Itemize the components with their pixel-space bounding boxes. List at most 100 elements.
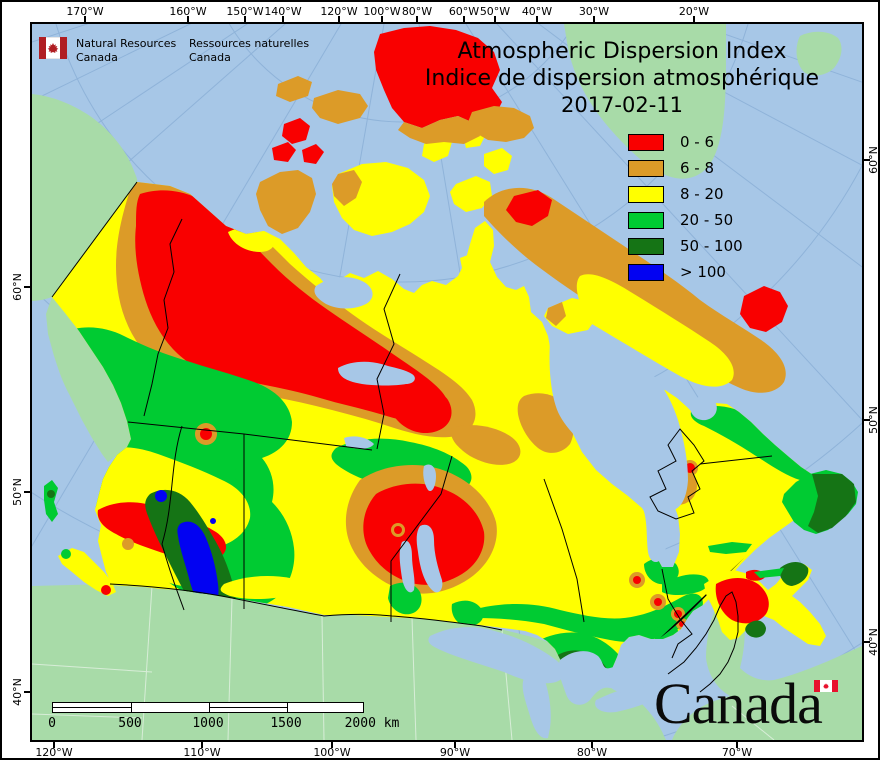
greenland-landmass [564, 24, 726, 179]
top-axis-tick [84, 16, 86, 22]
banks-island [256, 170, 316, 234]
newfoundland-east [808, 474, 856, 533]
bottom-axis-tick [201, 742, 203, 748]
top-axis-label: 20°W [678, 5, 710, 18]
adi-yellow-okanagan [220, 576, 298, 599]
king-william-island [460, 252, 484, 270]
scale-label: 1500 [270, 716, 302, 731]
baffin-island [484, 187, 786, 393]
lake-superior [428, 627, 565, 684]
scale-bar [52, 702, 364, 713]
top-axis-tick [593, 16, 595, 22]
vancouver-island-green [61, 549, 71, 559]
bottom-axis-label: 90°W [439, 746, 471, 759]
alaska-islands [53, 342, 92, 415]
usa-state-borders [32, 585, 775, 740]
map-title-en: Atmospheric Dispersion Index [457, 39, 787, 64]
wordmark-text: Canada [654, 671, 823, 736]
legend-swatch [628, 160, 664, 177]
somerset-island [484, 148, 512, 174]
map-title-fr: Indice de dispersion atmosphérique [424, 66, 820, 91]
wordmark-flag-icon [814, 680, 838, 692]
nwt-nunavut-border [376, 273, 401, 450]
legend-label: 8 - 20 [680, 185, 724, 203]
adi-orange-fleck [122, 538, 134, 550]
adi-red-dot-qc [654, 598, 662, 606]
nova-scotia-dark [745, 620, 766, 638]
top-axis-label: 30°W [578, 5, 610, 18]
bc-alberta-border [161, 425, 185, 611]
lake-erie [595, 681, 666, 713]
victoria-island-west [332, 170, 362, 206]
bottom-axis-tick [331, 742, 333, 748]
canada-wordmark: Canada [654, 671, 862, 740]
ellesmere-island-red [374, 26, 502, 128]
left-axis-tick [24, 691, 30, 693]
reindeer-lake [423, 464, 436, 492]
new-brunswick-red [715, 578, 769, 624]
bottom-axis-tick [736, 742, 738, 748]
quebec-labrador-border-east [699, 455, 773, 465]
top-axis-tick [187, 16, 189, 22]
lake-ontario [606, 670, 647, 694]
right-axis-tick [864, 641, 870, 643]
canada-flag-icon [39, 37, 67, 59]
alaska-yukon-border [51, 181, 138, 298]
bottom-axis-tick [454, 742, 456, 748]
map-title-block: Atmospheric Dispersion Index Indice de d… [362, 38, 862, 119]
adi-green-labrador-coast [690, 405, 813, 481]
top-axis-tick [693, 16, 695, 22]
great-slave-lake [338, 361, 415, 386]
legend-label: > 100 [680, 263, 726, 281]
atlantic-islands [704, 470, 858, 646]
adi-yellow-tuk-coast [228, 227, 275, 252]
lake-michigan [522, 673, 551, 739]
map-frame: Atmospheric Dispersion Index Indice de d… [30, 22, 864, 742]
scale-label: 1000 [192, 716, 224, 731]
top-axis-label: 60°W [448, 5, 480, 18]
foreign-land [32, 24, 862, 740]
island-northeast [796, 31, 842, 76]
legend-swatch [628, 238, 664, 255]
top-axis-tick [282, 16, 284, 22]
top-axis-label: 80°W [401, 5, 433, 18]
right-axis-tick [864, 159, 870, 161]
bottom-axis-label: 70°W [721, 746, 753, 759]
adi-blue-dot [210, 518, 216, 524]
red-island-nw [302, 144, 324, 164]
baffin-red-east [740, 286, 788, 332]
top-axis-tick [536, 16, 538, 22]
great-bear-lake [314, 277, 373, 309]
bottom-axis-label: 120°W [35, 746, 73, 759]
alaska-landmass [32, 94, 138, 301]
prince-patrick-island [276, 76, 312, 102]
adi-green-dot [262, 522, 282, 542]
adi-green-nw-ontario [451, 600, 484, 626]
top-axis-tick [416, 16, 418, 22]
lake-huron [558, 651, 634, 705]
scale-bar-labels: 0 500 1000 1500 2000 km [32, 716, 452, 732]
top-axis-label: 100°W [363, 5, 401, 18]
map-date: 2017-02-11 [560, 93, 684, 117]
prince-edward-island [754, 568, 784, 578]
nrcan-logo: Natural Resources Canada Ressources natur… [39, 37, 339, 71]
bottom-axis-label: 100°W [313, 746, 351, 759]
manitoba-ontario-border [543, 478, 585, 623]
lake-winnipegosis [399, 540, 415, 593]
alaska-panhandle [46, 297, 132, 462]
lake-athabasca [344, 436, 374, 449]
red-island-nw [272, 142, 296, 162]
anticosti-island [708, 542, 752, 554]
cape-breton-dark [779, 562, 809, 586]
adi-blue-dot [155, 490, 167, 502]
ungava-bay [690, 395, 717, 421]
top-axis-tick [381, 16, 383, 22]
left-axis-label: 60°N [11, 273, 24, 301]
adi-red-east-great-slave [389, 385, 452, 434]
top-axis-label: 40°W [521, 5, 553, 18]
adi-red-dot-qc [633, 576, 641, 584]
usa-landmass-west [32, 584, 666, 740]
adi-red-dot-kugluktuk [265, 293, 283, 311]
top-axis-label: 170°W [66, 5, 104, 18]
